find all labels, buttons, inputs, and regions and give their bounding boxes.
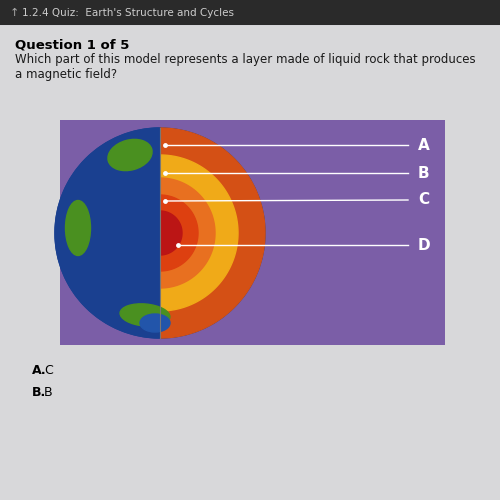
Ellipse shape — [120, 304, 170, 326]
Circle shape — [55, 128, 265, 338]
Polygon shape — [160, 178, 215, 288]
Polygon shape — [160, 195, 198, 271]
Ellipse shape — [108, 140, 152, 170]
Text: B.: B. — [32, 386, 46, 398]
Polygon shape — [160, 211, 182, 255]
Text: A: A — [418, 138, 430, 152]
Text: C: C — [418, 192, 429, 208]
Text: D: D — [418, 238, 430, 252]
Ellipse shape — [66, 200, 90, 256]
Polygon shape — [55, 128, 160, 338]
Text: B: B — [44, 386, 52, 398]
Polygon shape — [160, 128, 265, 338]
FancyBboxPatch shape — [60, 120, 445, 345]
Ellipse shape — [108, 140, 152, 170]
FancyBboxPatch shape — [0, 26, 500, 500]
Text: B: B — [418, 166, 430, 180]
Ellipse shape — [120, 304, 170, 326]
Polygon shape — [160, 155, 238, 311]
Text: a magnetic field?: a magnetic field? — [15, 68, 117, 81]
Text: C: C — [44, 364, 53, 376]
Ellipse shape — [140, 314, 170, 332]
Text: ↑: ↑ — [10, 8, 20, 18]
Text: Which part of this model represents a layer made of liquid rock that produces: Which part of this model represents a la… — [15, 53, 475, 66]
Ellipse shape — [66, 200, 90, 256]
Text: A.: A. — [32, 364, 46, 376]
Text: 1.2.4 Quiz:  Earth's Structure and Cycles: 1.2.4 Quiz: Earth's Structure and Cycles — [22, 8, 234, 18]
Text: Question 1 of 5: Question 1 of 5 — [15, 38, 130, 51]
FancyBboxPatch shape — [0, 0, 500, 25]
